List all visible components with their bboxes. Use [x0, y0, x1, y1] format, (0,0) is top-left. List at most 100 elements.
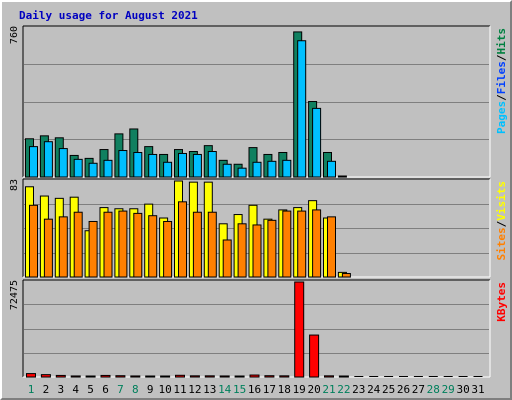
bar-kbytes-22 — [338, 375, 349, 378]
x-label-22: 22 — [337, 383, 350, 396]
x-label-12: 12 — [188, 383, 201, 396]
bar-kbytes-11 — [175, 374, 185, 378]
legend-1: Sites/Visits — [495, 181, 508, 261]
x-label-23: 23 — [352, 383, 365, 396]
x-label-1: 1 — [28, 383, 35, 396]
x-label-13: 13 — [203, 383, 216, 396]
bar-kbytes-9 — [145, 375, 156, 378]
bar-files-20 — [312, 107, 322, 178]
bar-sites-15 — [237, 223, 247, 278]
legend-2: KBytes — [495, 282, 508, 322]
bar-sites-12 — [192, 211, 202, 278]
x-label-15: 15 — [233, 383, 246, 396]
legend-0: Pages/Files/Hits — [495, 28, 508, 134]
bar-files-4 — [73, 158, 83, 178]
bar-sites-11 — [178, 201, 187, 278]
x-label-9: 9 — [147, 383, 154, 396]
bar-kbytes-17 — [264, 375, 275, 378]
bar-kbytes-3 — [55, 374, 66, 378]
legend-item-1-1: / — [495, 220, 508, 227]
x-label-8: 8 — [132, 383, 139, 396]
y-max-label-0: 760 — [9, 26, 20, 44]
x-label-7: 7 — [117, 383, 124, 396]
x-label-29: 29 — [442, 383, 455, 396]
x-label-2: 2 — [43, 383, 50, 396]
x-label-5: 5 — [87, 383, 94, 396]
bar-files-12 — [192, 153, 202, 178]
bar-files-8 — [133, 151, 143, 178]
bar-sites-3 — [58, 216, 68, 278]
bar-files-2 — [43, 141, 53, 178]
bar-files-19 — [297, 40, 307, 178]
bar-sites-19 — [297, 210, 307, 278]
bar-sites-6 — [103, 211, 113, 278]
bar-kbytes-16 — [249, 374, 260, 378]
bar-kbytes-20 — [309, 334, 320, 378]
bar-files-9 — [148, 153, 158, 178]
bar-kbytes-13 — [204, 375, 215, 378]
bar-sites-13 — [207, 211, 217, 278]
bar-files-5 — [88, 162, 98, 178]
bar-sites-22 — [341, 273, 351, 278]
bar-sites-4 — [73, 211, 83, 278]
bar-files-21 — [327, 160, 336, 178]
bar-files-17 — [267, 160, 277, 178]
x-label-10: 10 — [158, 383, 171, 396]
x-label-25: 25 — [382, 383, 395, 396]
x-label-19: 19 — [293, 383, 306, 396]
x-label-31: 31 — [471, 383, 484, 396]
bar-kbytes-10 — [160, 375, 171, 378]
x-label-24: 24 — [367, 383, 381, 396]
bar-files-7 — [118, 150, 128, 178]
x-label-14: 14 — [218, 383, 232, 396]
bar-sites-18 — [282, 210, 292, 278]
bar-sites-20 — [312, 209, 322, 278]
bar-sites-17 — [267, 219, 277, 278]
bar-hits-22 — [337, 175, 347, 178]
x-label-4: 4 — [72, 383, 79, 396]
bar-kbytes-21 — [324, 375, 334, 378]
x-label-28: 28 — [427, 383, 440, 396]
x-label-20: 20 — [307, 383, 320, 396]
bar-kbytes-18 — [279, 375, 290, 378]
bar-kbytes-4 — [70, 375, 81, 378]
legend-item-1-2: Visits — [495, 181, 508, 221]
legend-item-0-4: Hits — [495, 28, 508, 55]
bar-files-16 — [252, 161, 262, 178]
bar-files-13 — [207, 151, 217, 178]
kbytes-panel-area — [23, 280, 490, 377]
x-label-26: 26 — [397, 383, 410, 396]
bar-files-1 — [29, 146, 38, 178]
bar-sites-9 — [148, 215, 158, 278]
bar-kbytes-15 — [234, 375, 245, 378]
legend-item-2-0: KBytes — [495, 282, 508, 322]
y-max-label-1: 83 — [9, 179, 20, 191]
bar-files-11 — [178, 152, 187, 178]
x-label-11: 11 — [173, 383, 186, 396]
x-label-18: 18 — [278, 383, 291, 396]
y-max-label-2: 72475 — [9, 280, 20, 310]
bar-files-18 — [282, 159, 292, 178]
bar-files-14 — [222, 163, 232, 178]
bar-files-10 — [163, 161, 173, 178]
legend-item-1-0: Sites — [495, 227, 508, 260]
x-label-6: 6 — [102, 383, 109, 396]
bar-sites-1 — [29, 204, 38, 278]
bar-kbytes-19 — [294, 281, 305, 378]
bar-sites-8 — [133, 212, 143, 278]
bar-files-3 — [58, 148, 68, 178]
legend-item-0-3: / — [495, 54, 508, 61]
bar-sites-16 — [252, 224, 262, 278]
x-label-17: 17 — [263, 383, 276, 396]
bar-sites-5 — [88, 220, 98, 278]
bar-kbytes-5 — [85, 375, 96, 378]
x-label-27: 27 — [412, 383, 425, 396]
bar-kbytes-7 — [115, 375, 126, 378]
bar-kbytes-12 — [189, 375, 200, 378]
bar-files-15 — [237, 167, 247, 178]
chart-title: Daily usage for August 2021 — [19, 9, 198, 22]
bar-sites-21 — [327, 216, 336, 278]
legend-item-0-2: Files — [495, 61, 508, 94]
bar-kbytes-2 — [40, 374, 51, 378]
